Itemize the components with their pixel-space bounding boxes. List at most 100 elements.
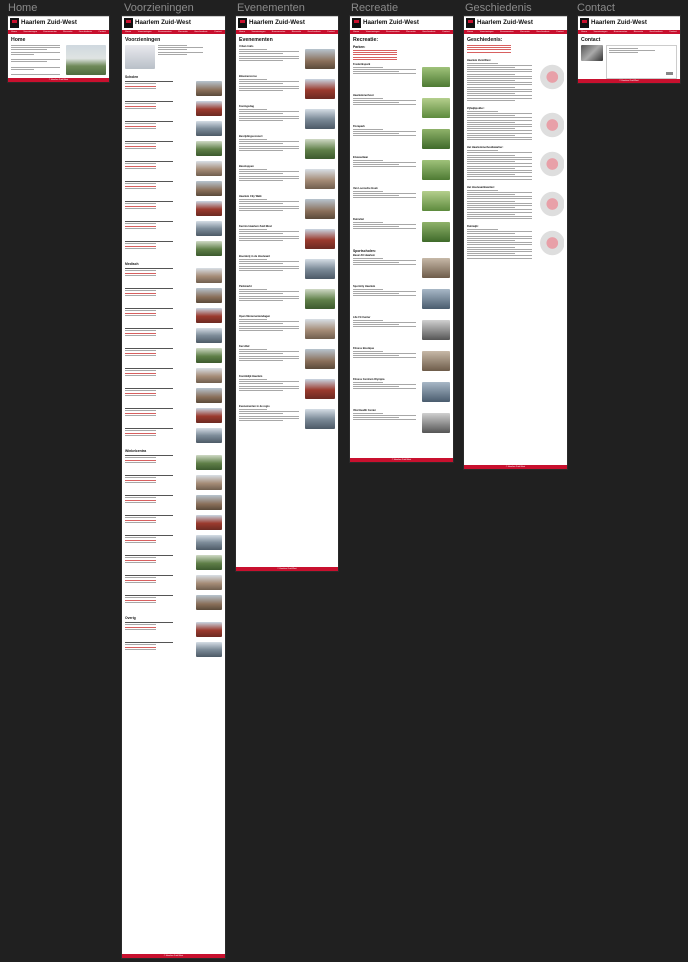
event-item[interactable]: Bevrijdingsconcert bbox=[236, 135, 338, 159]
list-item[interactable] bbox=[125, 388, 222, 403]
frame-voorzieningen[interactable]: Haarlem Zuid-West Home Voorzieningen Eve… bbox=[122, 16, 225, 958]
event-item[interactable]: Koninklijk Haarlem bbox=[236, 375, 338, 399]
frame-label-voorzieningen[interactable]: Voorzieningen bbox=[124, 2, 194, 14]
nav-voorzieningen[interactable]: Voorzieningen bbox=[251, 31, 266, 33]
nav-contact[interactable]: Contact bbox=[442, 31, 450, 33]
logo-icon[interactable] bbox=[466, 18, 475, 28]
nav-geschiedenis[interactable]: Geschiedenis bbox=[307, 31, 321, 33]
nav-home[interactable]: Home bbox=[239, 31, 246, 33]
event-item[interactable]: Haarlem City Walk bbox=[236, 195, 338, 219]
event-item[interactable]: Evenementen in de regio bbox=[236, 405, 338, 429]
frame-home[interactable]: Haarlem Zuid-West Home Voorzieningen Eve… bbox=[8, 16, 109, 82]
nav-evenementen[interactable]: Evenementen bbox=[158, 31, 172, 33]
recreation-item[interactable]: Duinvliet bbox=[350, 218, 453, 242]
nav-contact[interactable]: Contact bbox=[327, 31, 335, 33]
frame-label-geschiedenis[interactable]: Geschiedenis bbox=[465, 2, 532, 14]
recreation-item[interactable]: Vital Health Center bbox=[350, 409, 453, 433]
list-item[interactable] bbox=[125, 268, 222, 283]
list-item[interactable] bbox=[125, 241, 222, 256]
list-item[interactable] bbox=[125, 642, 222, 657]
nav-home[interactable]: Home bbox=[467, 31, 474, 33]
nav-voorzieningen[interactable]: Voorzieningen bbox=[23, 31, 38, 33]
event-item[interactable]: Parkmarkt bbox=[236, 285, 338, 309]
nav-geschiedenis[interactable]: Geschiedenis bbox=[78, 31, 93, 33]
nav-contact[interactable]: Contact bbox=[669, 31, 677, 33]
nav-geschiedenis[interactable]: Geschiedenis bbox=[194, 31, 208, 33]
logo-icon[interactable] bbox=[238, 18, 247, 28]
nav-recreatie[interactable]: Recreatie bbox=[633, 31, 644, 33]
list-item[interactable] bbox=[125, 622, 222, 637]
nav-evenementen[interactable]: Evenementen bbox=[500, 31, 514, 33]
recreation-item[interactable]: Life Fit Center bbox=[350, 316, 453, 340]
list-item[interactable] bbox=[125, 288, 222, 303]
nav-evenementen[interactable]: Evenementen bbox=[271, 31, 286, 33]
nav-voorzieningen[interactable]: Voorzieningen bbox=[137, 31, 152, 33]
recreation-item[interactable]: Haarlemmerhout bbox=[350, 94, 453, 118]
nav-contact[interactable]: Contact bbox=[98, 31, 106, 33]
list-item[interactable] bbox=[125, 181, 222, 196]
nav-contact[interactable]: Contact bbox=[214, 31, 222, 33]
list-item[interactable] bbox=[125, 515, 222, 530]
nav-home[interactable]: Home bbox=[11, 31, 17, 33]
recreation-item[interactable]: Florapark bbox=[350, 125, 453, 149]
contact-form[interactable] bbox=[606, 45, 677, 79]
nav-voorzieningen[interactable]: Voorzieningen bbox=[479, 31, 494, 33]
event-item[interactable]: Kermis Haarlem Zuid-West bbox=[236, 225, 338, 249]
frame-evenementen[interactable]: Haarlem Zuid-West Home Voorzieningen Eve… bbox=[236, 16, 338, 571]
nav-recreatie[interactable]: Recreatie bbox=[291, 31, 302, 33]
logo-icon[interactable] bbox=[124, 18, 133, 28]
logo-icon[interactable] bbox=[580, 18, 589, 28]
frame-label-contact[interactable]: Contact bbox=[577, 2, 615, 14]
event-item[interactable]: Urban trails bbox=[236, 45, 338, 69]
list-item[interactable] bbox=[125, 328, 222, 343]
list-item[interactable] bbox=[125, 595, 222, 610]
logo-icon[interactable] bbox=[10, 18, 19, 28]
nav-evenementen[interactable]: Evenementen bbox=[613, 31, 628, 33]
list-item[interactable] bbox=[125, 555, 222, 570]
recreation-item[interactable]: Frederikspark bbox=[350, 63, 453, 87]
event-item[interactable]: Open Monumentendagen bbox=[236, 315, 338, 339]
list-item[interactable] bbox=[125, 121, 222, 136]
nav-voorzieningen[interactable]: Voorzieningen bbox=[365, 31, 380, 33]
list-item[interactable] bbox=[125, 408, 222, 423]
submit-button[interactable] bbox=[666, 72, 673, 75]
nav-recreatie[interactable]: Recreatie bbox=[178, 31, 188, 33]
list-item[interactable] bbox=[125, 495, 222, 510]
nav-evenementen[interactable]: Evenementen bbox=[386, 31, 400, 33]
nav-contact[interactable]: Contact bbox=[556, 31, 564, 33]
list-item[interactable] bbox=[125, 101, 222, 116]
list-item[interactable] bbox=[125, 348, 222, 363]
frame-recreatie[interactable]: Haarlem Zuid-West Home Voorzieningen Eve… bbox=[350, 16, 453, 462]
list-item[interactable] bbox=[125, 141, 222, 156]
recreation-item[interactable]: Basic-Fit Haarlem bbox=[350, 254, 453, 278]
nav-evenementen[interactable]: Evenementen bbox=[43, 31, 57, 33]
frame-label-home[interactable]: Home bbox=[8, 2, 38, 14]
nav-geschiedenis[interactable]: Geschiedenis bbox=[536, 31, 550, 33]
recreation-item[interactable]: Fitness Centrum Olympia bbox=[350, 378, 453, 402]
nav-geschiedenis[interactable]: Geschiedenis bbox=[422, 31, 436, 33]
recreation-item[interactable]: Elswoutlaan bbox=[350, 156, 453, 180]
list-item[interactable] bbox=[125, 201, 222, 216]
list-item[interactable] bbox=[125, 428, 222, 443]
event-item[interactable]: Bloemencorso bbox=[236, 75, 338, 99]
list-item[interactable] bbox=[125, 455, 222, 470]
nav-home[interactable]: Home bbox=[581, 31, 588, 33]
list-item[interactable] bbox=[125, 575, 222, 590]
frame-contact[interactable]: Haarlem Zuid-West Home Voorzieningen Eve… bbox=[578, 16, 680, 83]
logo-icon[interactable] bbox=[352, 18, 361, 28]
recreation-item[interactable]: Van Loonsche Hoek bbox=[350, 187, 453, 211]
recreation-item[interactable]: Fitness Boutique bbox=[350, 347, 453, 371]
frame-label-recreatie[interactable]: Recreatie bbox=[351, 2, 399, 14]
nav-home[interactable]: Home bbox=[125, 31, 132, 33]
nav-voorzieningen[interactable]: Voorzieningen bbox=[593, 31, 608, 33]
list-item[interactable] bbox=[125, 308, 222, 323]
list-item[interactable] bbox=[125, 221, 222, 236]
recreation-item[interactable]: Sportcity Haarlem bbox=[350, 285, 453, 309]
nav-home[interactable]: Home bbox=[353, 31, 360, 33]
event-item[interactable]: Bavoloppen bbox=[236, 165, 338, 189]
list-item[interactable] bbox=[125, 475, 222, 490]
frame-geschiedenis[interactable]: Haarlem Zuid-West Home Voorzieningen Eve… bbox=[464, 16, 567, 469]
nav-geschiedenis[interactable]: Geschiedenis bbox=[649, 31, 663, 33]
list-item[interactable] bbox=[125, 535, 222, 550]
list-item[interactable] bbox=[125, 161, 222, 176]
